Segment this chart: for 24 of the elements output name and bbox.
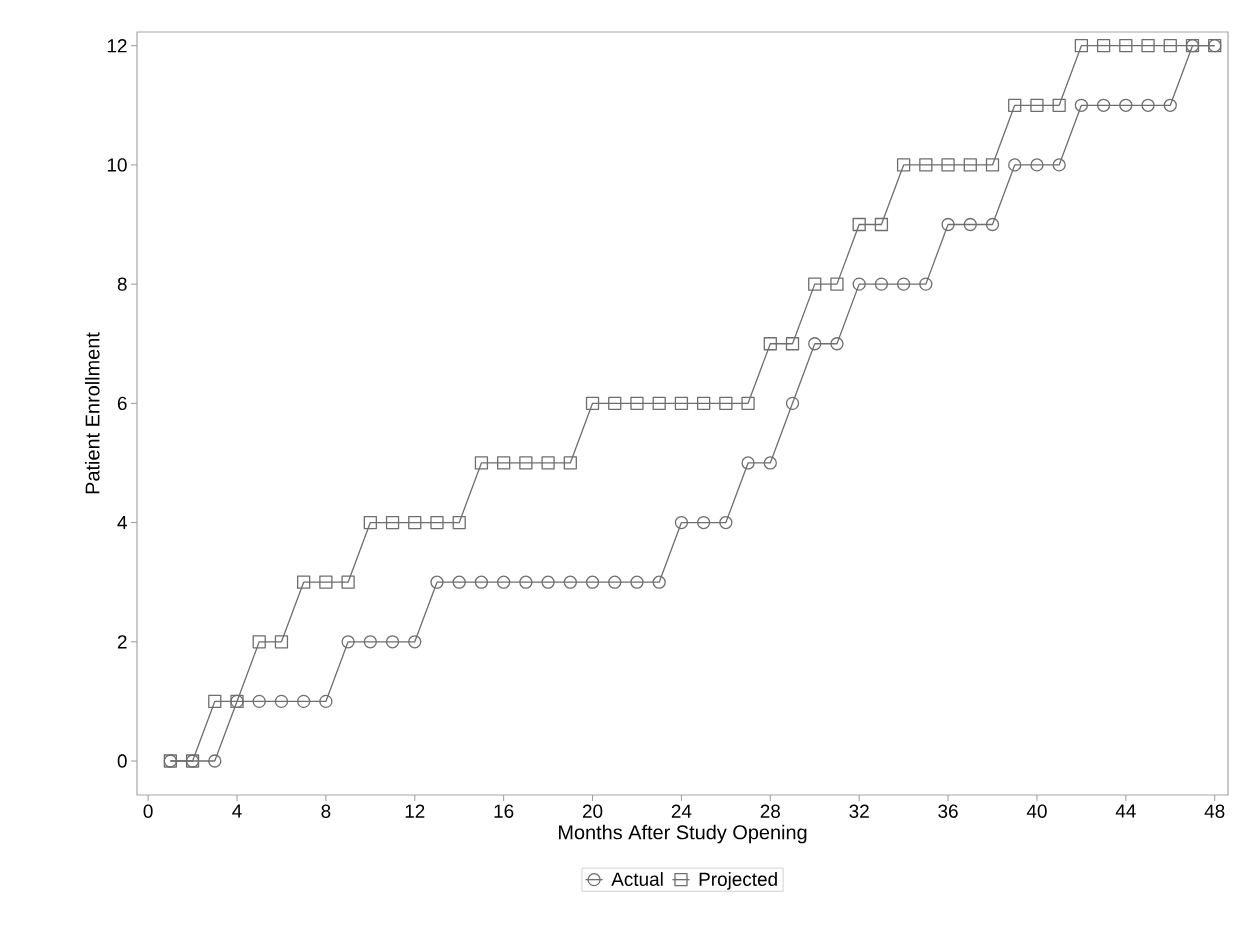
y-tick-label: 6 (117, 396, 127, 411)
x-tick-label: 12 (405, 804, 425, 818)
x-tick-label: 0 (143, 804, 153, 818)
y-tick-label: 2 (117, 635, 127, 649)
x-tick-label: 24 (671, 804, 692, 818)
x-tick-label: 36 (938, 804, 958, 818)
x-tick-label: 28 (760, 804, 780, 818)
y-tick-label: 4 (117, 516, 127, 530)
y-tick-label: 8 (117, 277, 127, 291)
y-tick-label: 0 (117, 754, 127, 768)
legend-label: Projected (699, 872, 777, 890)
x-tick-label: 32 (849, 804, 869, 818)
y-tick-label: 12 (107, 39, 127, 53)
y-axis-title: Patient Enrollment (84, 332, 100, 494)
x-tick-label: 4 (232, 804, 242, 818)
x-tick-label: 8 (321, 804, 331, 818)
x-tick-label: 40 (1026, 804, 1047, 818)
x-tick-label: 16 (494, 804, 514, 818)
x-axis-title: Months After Study Opening (559, 824, 807, 844)
x-tick-label: 48 (1204, 804, 1225, 818)
x-tick-label: 20 (582, 804, 603, 818)
y-tick-label: 10 (107, 158, 127, 172)
legend-label: Actual (611, 872, 663, 886)
x-tick-label: 44 (1115, 804, 1136, 818)
